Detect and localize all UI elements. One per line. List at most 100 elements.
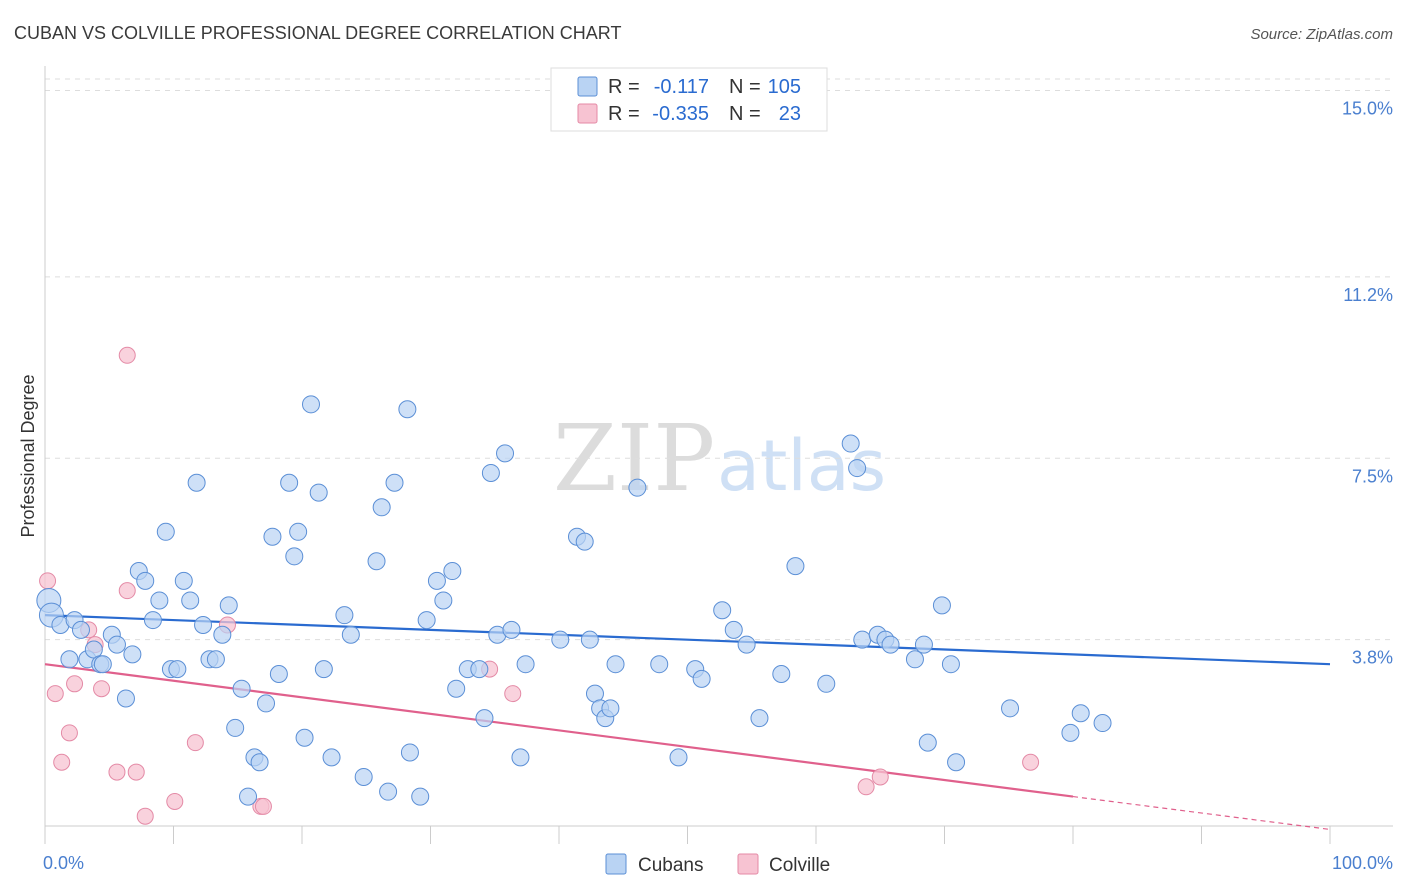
series-legend-label-cubans: Cubans <box>638 855 704 876</box>
point-cubans-33 <box>250 753 269 772</box>
legend-r-value-colville: -0.335 <box>652 103 709 125</box>
stats-legend: R = -0.117 N = 105 R = -0.335 N = 23 <box>550 67 828 132</box>
point-colville-4 <box>66 675 84 693</box>
point-cubans-103 <box>1061 723 1080 742</box>
point-cubans-29 <box>226 718 245 737</box>
point-cubans-96 <box>905 650 924 669</box>
trend-line-colville-extension <box>1072 795 1331 831</box>
point-cubans-43 <box>314 660 333 679</box>
chart-title: CUBAN VS COLVILLE PROFESSIONAL DEGREE CO… <box>14 23 621 43</box>
point-cubans-57 <box>434 591 453 610</box>
point-cubans-21 <box>174 571 193 590</box>
point-cubans-12 <box>116 689 135 708</box>
y-tick-label-3: 15.0% <box>1342 99 1393 119</box>
point-cubans-52 <box>398 400 417 419</box>
point-cubans-85 <box>737 635 756 654</box>
legend-r-value-cubans: -0.117 <box>654 76 709 98</box>
point-cubans-58 <box>443 562 462 581</box>
point-cubans-84 <box>724 620 743 639</box>
point-cubans-51 <box>385 473 404 492</box>
series-legend-swatch-cubans <box>605 853 627 875</box>
point-cubans-47 <box>354 767 373 786</box>
gridlines <box>45 78 1393 641</box>
axes <box>44 66 1393 827</box>
point-cubans-20 <box>168 660 187 679</box>
y-tick-label-1: 7.5% <box>1352 466 1393 486</box>
legend-swatch-colville <box>577 103 598 124</box>
point-cubans-28 <box>219 596 238 615</box>
point-cubans-56 <box>427 571 446 590</box>
y-axis-ticks: 3.8% 7.5% 11.2% 15.0% <box>1342 99 1393 668</box>
point-cubans-86 <box>750 709 769 728</box>
point-cubans-48 <box>367 552 386 571</box>
x-tick-label-1: 100.0% <box>1332 853 1393 873</box>
point-cubans-77 <box>606 655 625 674</box>
trend-lines <box>44 614 1331 831</box>
point-cubans-9 <box>93 655 112 674</box>
point-cubans-3 <box>60 650 79 669</box>
point-colville-8 <box>108 763 126 781</box>
point-cubans-104 <box>1071 704 1090 723</box>
y-tick-label-0: 3.8% <box>1352 648 1393 668</box>
point-colville-14 <box>186 734 204 752</box>
x-tick-label-0: 0.0% <box>43 853 84 873</box>
legend-n-label-colville: N = <box>729 103 761 125</box>
point-cubans-76 <box>601 699 620 718</box>
point-cubans-83 <box>713 601 732 620</box>
point-cubans-49 <box>372 498 391 517</box>
point-cubans-61 <box>470 660 489 679</box>
legend-r-label-cubans: R = <box>608 76 640 98</box>
point-cubans-97 <box>914 635 933 654</box>
chart-source: Source: ZipAtlas.com <box>1250 26 1393 43</box>
point-colville-11 <box>127 763 145 781</box>
point-colville-1 <box>46 685 64 703</box>
point-cubans-101 <box>947 753 966 772</box>
point-cubans-68 <box>516 655 535 674</box>
point-cubans-105 <box>1093 714 1112 733</box>
point-colville-2 <box>53 753 71 771</box>
point-cubans-92 <box>853 630 872 649</box>
series-legend-label-colville: Colville <box>769 855 830 876</box>
point-colville-9 <box>118 582 136 600</box>
point-cubans-99 <box>932 596 951 615</box>
point-cubans-36 <box>269 665 288 683</box>
point-cubans-44 <box>322 748 341 767</box>
point-cubans-65 <box>496 444 515 463</box>
point-cubans-37 <box>280 473 299 492</box>
point-cubans-100 <box>941 655 960 674</box>
point-colville-0 <box>39 572 57 590</box>
point-cubans-27 <box>213 625 232 644</box>
point-cubans-82 <box>692 669 711 688</box>
point-cubans-102 <box>1001 699 1020 718</box>
series-legend: Cubans Colville <box>605 853 830 876</box>
point-cubans-67 <box>511 748 530 767</box>
point-cubans-89 <box>817 674 836 693</box>
point-cubans-79 <box>650 655 669 674</box>
point-cubans-30 <box>232 679 251 698</box>
point-cubans-71 <box>575 532 594 551</box>
point-cubans-5 <box>71 620 90 639</box>
point-cubans-54 <box>411 787 430 806</box>
point-cubans-53 <box>400 743 419 762</box>
point-cubans-90 <box>841 434 860 453</box>
point-cubans-55 <box>417 611 436 630</box>
point-cubans-16 <box>143 611 162 630</box>
point-colville-20 <box>857 778 875 796</box>
point-cubans-23 <box>187 473 206 492</box>
point-cubans-24 <box>194 615 213 634</box>
point-cubans-39 <box>289 522 308 541</box>
point-cubans-45 <box>335 606 354 625</box>
legend-n-label-cubans: N = <box>729 76 761 98</box>
point-cubans-26 <box>206 650 225 669</box>
point-colville-13 <box>166 792 184 810</box>
point-cubans-22 <box>181 591 200 610</box>
point-cubans-34 <box>257 694 276 713</box>
point-cubans-80 <box>669 748 688 767</box>
point-cubans-63 <box>481 463 500 482</box>
point-cubans-69 <box>551 630 570 649</box>
point-cubans-62 <box>475 709 494 728</box>
point-cubans-78 <box>628 478 647 497</box>
legend-n-value-cubans: 105 <box>768 76 801 98</box>
point-cubans-17 <box>150 591 169 610</box>
y-axis-label: Professional Degree <box>18 374 38 537</box>
